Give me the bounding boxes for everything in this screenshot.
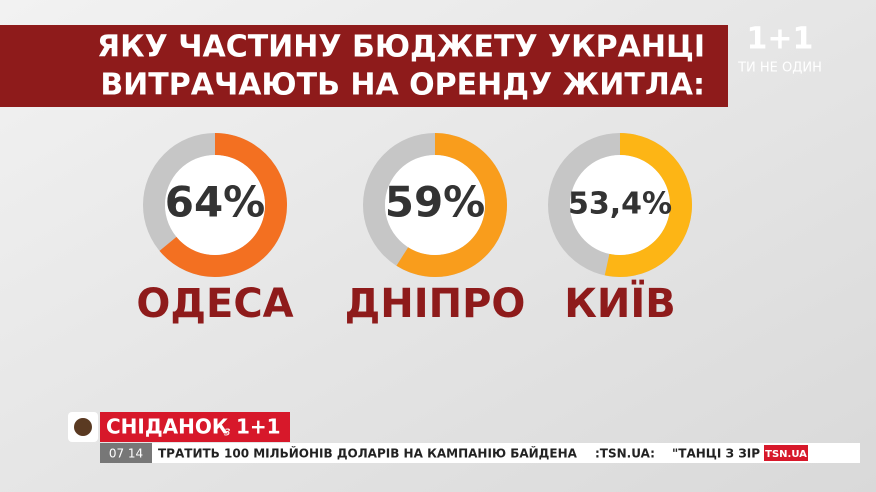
donut-arc xyxy=(604,133,692,277)
city-label: ДНІПРО xyxy=(345,281,526,327)
value-label: 64% xyxy=(165,178,266,227)
value-label: 59% xyxy=(385,178,486,227)
donut-center xyxy=(165,155,265,255)
show-banner xyxy=(100,412,290,442)
slogan: ТИ НЕ ОДИН xyxy=(737,61,822,76)
show-icon-cup xyxy=(74,418,92,436)
logo: 1+1 xyxy=(747,22,814,57)
show-channel: 1+1 xyxy=(236,415,281,439)
donut-arc xyxy=(396,133,507,277)
city-label: КИЇВ xyxy=(564,279,676,327)
donut-center xyxy=(385,155,485,255)
ticker-item: ТРАТИТЬ 100 МІЛЬЙОНІВ ДОЛАРІВ НА КАМПАНІ… xyxy=(158,446,578,461)
show-with: з xyxy=(224,425,230,439)
title-line: ЯКУ ЧАСТИНУ БЮДЖЕТУ УКРАНЦІ xyxy=(97,30,705,65)
title-line: ВИТРАЧАЮТЬ НА ОРЕНДУ ЖИТЛА: xyxy=(100,68,705,103)
value-label: 53,4% xyxy=(568,187,672,222)
donut-arc xyxy=(159,133,287,277)
title-banner xyxy=(0,25,728,107)
city-label: ОДЕСА xyxy=(136,281,293,327)
donut-center xyxy=(570,155,670,255)
source-box xyxy=(764,445,808,461)
ticker-bar xyxy=(100,443,860,463)
source: TSN.UA xyxy=(765,449,807,460)
time: 07 14 xyxy=(109,447,143,461)
time-box xyxy=(100,443,152,463)
ticker-item: "ТАНЦІ З ЗІР xyxy=(672,447,760,461)
show-name: СНІДАНОК xyxy=(106,415,229,439)
ticker-item: :TSN.UA: xyxy=(595,447,655,461)
